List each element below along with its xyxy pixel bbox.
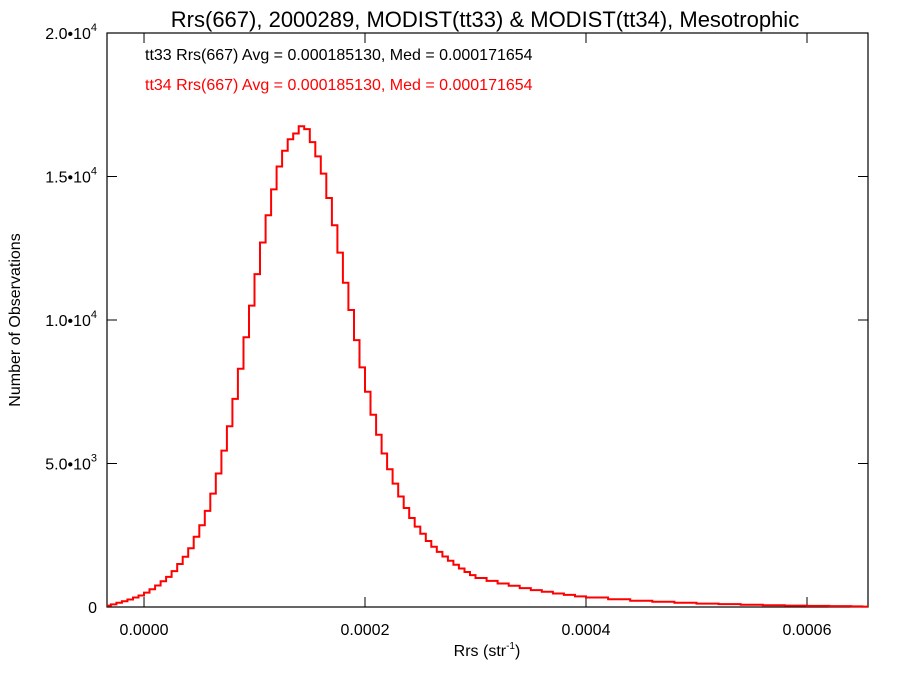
y-tick-label: 1.0•104: [45, 309, 97, 330]
y-tick-label: 5.0•103: [45, 453, 97, 474]
y-axis-label: Number of Observations: [7, 233, 24, 406]
x-axis-ticks: 0.0000 0.0002 0.0004 0.0006: [120, 33, 832, 639]
stats-annotation-tt34: tt34 Rrs(667) Avg = 0.000185130, Med = 0…: [145, 77, 533, 94]
x-tick-label: 0.0004: [562, 622, 611, 639]
y-axis-ticks: 0 5.0•103 1.0•104 1.5•104 2.0•104: [45, 22, 868, 617]
plot-frame: [106, 32, 869, 608]
x-tick-label: 0.0002: [341, 622, 390, 639]
stats-annotation-tt33: tt33 Rrs(667) Avg = 0.000185130, Med = 0…: [145, 47, 533, 64]
x-tick-label: 0.0006: [783, 622, 832, 639]
x-tick-label: 0.0000: [120, 622, 169, 639]
y-tick-label: 2.0•104: [45, 22, 97, 43]
x-axis-label: Rrs (str-1): [454, 641, 521, 660]
plot-area: 0.0000 0.0002 0.0004 0.0006 0 5.0•103 1.0•104…: [45, 22, 869, 639]
chart-title: Rrs(667), 2000289, MODIST(tt33) & MODIST…: [171, 7, 799, 32]
series-line-tt34: [107, 125, 868, 608]
y-tick-label: 0: [88, 600, 97, 617]
y-tick-label: 1.5•104: [45, 166, 97, 187]
